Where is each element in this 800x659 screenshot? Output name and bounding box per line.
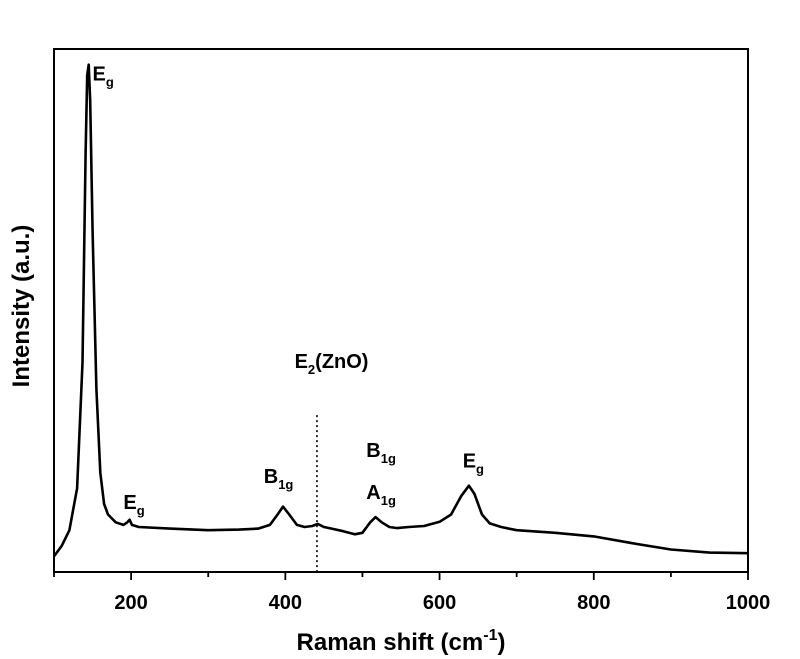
x-axis-title: Raman shift (cm-1)	[297, 627, 506, 656]
x-tick-label: 600	[423, 592, 456, 614]
annotation-b1g-517: B1g	[366, 440, 396, 466]
x-tick-labels: 200 400 600 800 1000	[114, 592, 770, 614]
x-tick-label: 800	[577, 592, 610, 614]
annotation-b1g-397: B1g	[264, 466, 294, 492]
plot-frame	[53, 48, 749, 573]
y-axis-title: Intensity (a.u.)	[8, 225, 35, 388]
peak-annotations: Eg Eg B1g E2(ZnO) B1g A1g Eg	[93, 63, 484, 518]
annotation-e2-zno: E2(ZnO)	[295, 351, 369, 377]
x-tick-label: 1000	[726, 592, 771, 614]
annotation-a1g-517: A1g	[366, 482, 396, 508]
axis-ticks	[53, 572, 749, 580]
x-tick-label: 200	[114, 592, 147, 614]
series-line-spectrum	[52, 63, 749, 558]
annotation-eg-144: Eg	[93, 63, 114, 89]
x-tick-label: 400	[269, 592, 302, 614]
annotation-eg-639: Eg	[463, 450, 484, 476]
annotation-eg-197: Eg	[123, 492, 144, 518]
